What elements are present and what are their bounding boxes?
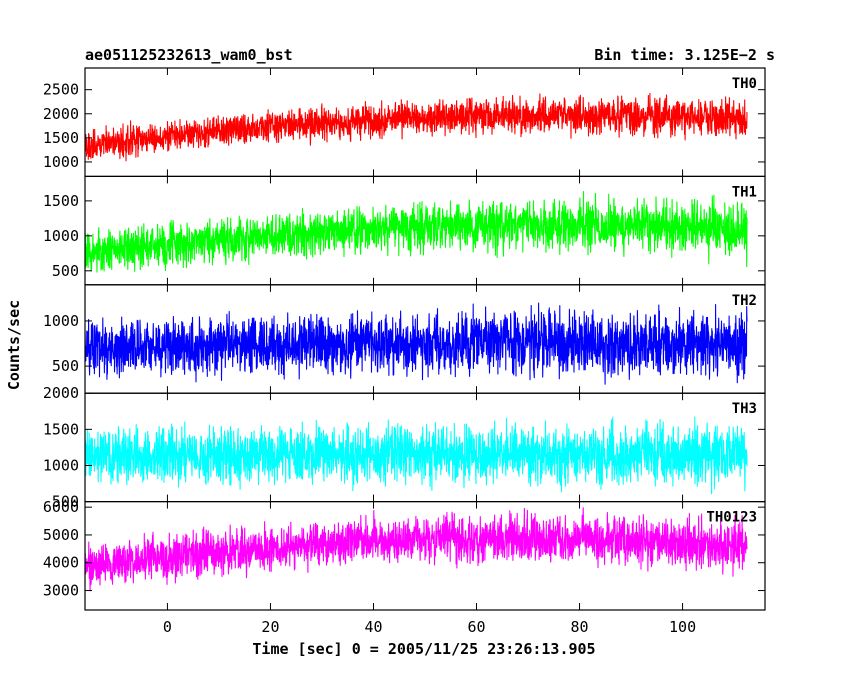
series-line-th0123 — [85, 507, 748, 592]
series-line-th3 — [85, 416, 748, 495]
panel-label: TH3 — [732, 401, 757, 417]
panel-th2: 500 1000 TH2 — [43, 284, 766, 394]
bin-time-label: Bin time: 3.125E−2 s — [594, 46, 775, 64]
y-tick-label: 2000 — [43, 384, 79, 402]
panel-label: TH0 — [732, 76, 757, 92]
x-tick-label: 60 — [467, 618, 485, 636]
y-tick-label: 1000 — [43, 456, 79, 474]
y-tick-label: 1500 — [43, 420, 79, 438]
y-tick-label: 1500 — [43, 129, 79, 147]
y-tick-label: 500 — [52, 357, 79, 375]
panel-label: TH2 — [732, 293, 757, 309]
x-tick-label: 0 — [163, 618, 172, 636]
y-axis-title: Counts/sec — [5, 300, 23, 390]
y-tick-label: 500 — [52, 262, 79, 280]
x-axis-title: Time [sec] 0 = 2005/11/25 23:26:13.905 — [252, 640, 595, 658]
y-tick-label: 4000 — [43, 554, 79, 572]
panel-th0: 1000 1500 2000 2500 TH0 — [43, 67, 766, 178]
y-tick-label: 2500 — [43, 81, 79, 99]
y-tick-label: 1000 — [43, 153, 79, 171]
panel-label: TH1 — [732, 184, 757, 200]
y-tick-label: 1000 — [43, 312, 79, 330]
panel-label: TH0123 — [706, 510, 757, 526]
panel-frame — [84, 501, 766, 611]
y-tick-label: 1000 — [43, 227, 79, 245]
panel-th1: 500 1000 1500 TH1 — [43, 175, 766, 286]
y-tick-label: 6000 — [43, 498, 79, 516]
y-tick-label: 500 — [52, 493, 79, 511]
x-tick-label: 100 — [669, 618, 696, 636]
series-line-th1 — [85, 190, 748, 273]
x-tick-label: 40 — [364, 618, 382, 636]
y-tick-label: 3000 — [43, 582, 79, 600]
y-tick-label: 1500 — [43, 192, 79, 210]
panel-th3: 500 1000 1500 2000 TH3 — [43, 384, 766, 511]
y-tick-label: 2000 — [43, 105, 79, 123]
x-tick-label: 20 — [261, 618, 279, 636]
y-tick-label: 5000 — [43, 526, 79, 544]
series-line-th0 — [85, 92, 748, 162]
x-tick-label: 80 — [571, 618, 589, 636]
object-title: ae051125232613_wam0_bst — [85, 46, 293, 64]
panel-th0123: 3000 4000 5000 6000 TH0123 — [43, 498, 766, 611]
series-line-th2 — [85, 302, 748, 385]
